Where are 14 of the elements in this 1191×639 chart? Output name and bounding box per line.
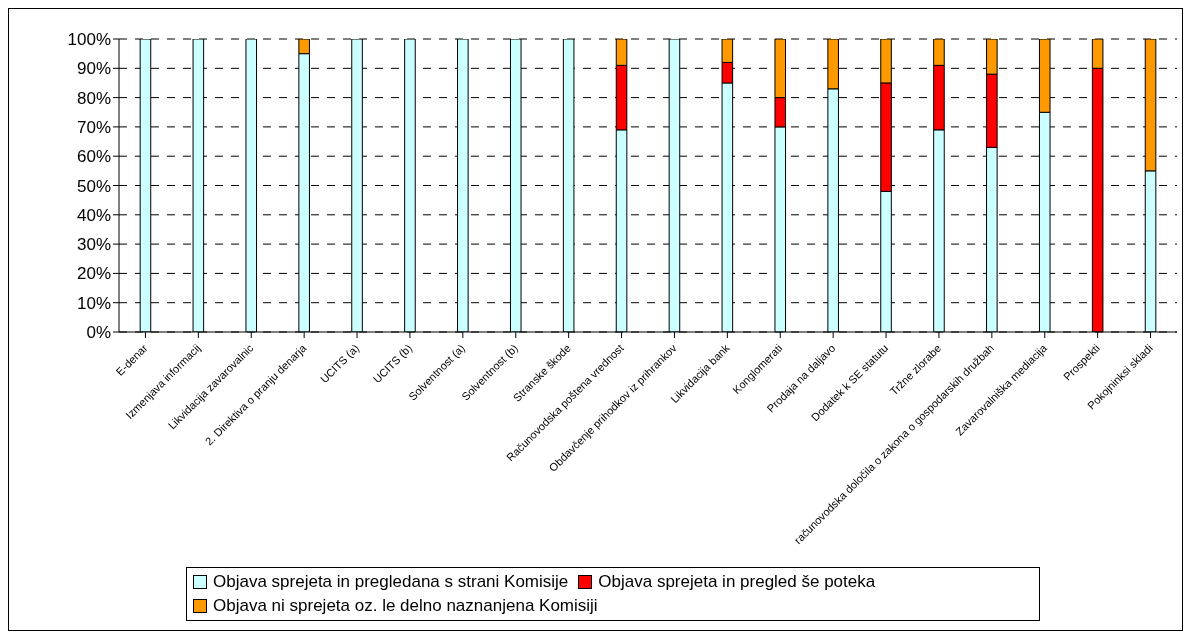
legend-label: Objava sprejeta in pregledana s strani Komisije xyxy=(213,571,569,593)
y-tick-label: 90% xyxy=(76,59,111,79)
y-tick-label: 100% xyxy=(67,30,111,50)
y-tick-label: 60% xyxy=(76,147,111,167)
legend-label: Objava sprejeta in pregled še poteka xyxy=(598,571,876,593)
y-tick-label: 10% xyxy=(76,293,111,313)
y-tick-label: 80% xyxy=(76,88,111,108)
legend-label: Objava ni sprejeta oz. le delno naznanjena Komisiji xyxy=(213,595,598,617)
y-tick-label: 50% xyxy=(76,176,111,196)
y-tick-label: 70% xyxy=(76,117,111,137)
y-tick-label: 0% xyxy=(86,323,111,343)
y-tick-label: 30% xyxy=(76,235,111,255)
y-tick-label: 20% xyxy=(76,264,111,284)
y-tick-label: 40% xyxy=(76,205,111,225)
